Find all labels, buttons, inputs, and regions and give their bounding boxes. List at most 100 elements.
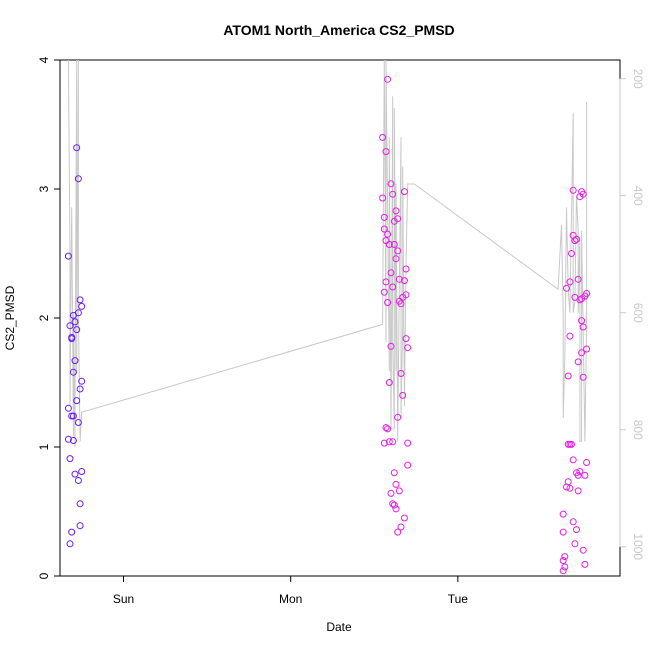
data-point (74, 477, 82, 484)
data-point (390, 469, 398, 477)
data-point (387, 489, 395, 497)
data-point (390, 241, 398, 248)
data-point (74, 309, 82, 317)
data-point (394, 215, 402, 223)
data-point (399, 391, 407, 399)
data-point (559, 510, 567, 518)
data-point (563, 284, 570, 292)
data-point (71, 357, 79, 365)
data-point (561, 553, 569, 561)
data-point (583, 345, 591, 353)
trace-line (67, 59, 588, 448)
data-point (566, 484, 574, 492)
x-axis-label: Date (326, 620, 352, 634)
series-3 (559, 186, 591, 575)
data-point (78, 468, 86, 475)
data-point (576, 468, 584, 475)
data-point (404, 344, 412, 352)
data-point (579, 190, 587, 198)
data-point (76, 385, 84, 393)
data-point (569, 518, 577, 526)
data-point (568, 250, 575, 257)
data-point (578, 349, 586, 357)
y-tick-label: 1 (37, 443, 51, 450)
data-point (581, 471, 589, 479)
data-point (402, 265, 410, 273)
data-point (573, 235, 580, 243)
data-point (574, 471, 582, 479)
data-point (73, 144, 81, 152)
data-point (384, 75, 392, 83)
data-point (564, 478, 572, 486)
data-point (569, 186, 577, 194)
data-point (395, 487, 403, 495)
data-point (71, 470, 79, 478)
data-point (380, 225, 388, 233)
data-point (571, 540, 579, 548)
data-point (573, 526, 580, 534)
data-point (402, 335, 410, 343)
data-point (74, 175, 82, 183)
y-axis-left: 0 1 2 3 4 (37, 56, 60, 579)
data-point (392, 480, 400, 488)
data-point (404, 439, 412, 447)
data-point (394, 528, 402, 536)
data-point (69, 368, 77, 376)
data-point (382, 278, 390, 286)
y-right-tick-label: 1000 (631, 533, 645, 560)
data-point (66, 540, 74, 548)
data-point (387, 180, 395, 188)
data-point (379, 194, 387, 202)
data-point (73, 326, 81, 334)
data-point (68, 335, 76, 343)
data-points-layer (64, 75, 591, 575)
chart-title: ATOM1 North_America CS2_PMSD (223, 22, 454, 38)
data-point (380, 288, 388, 296)
plot-frame (59, 59, 621, 577)
data-point (66, 455, 74, 463)
data-point (69, 437, 77, 444)
data-point (68, 528, 76, 536)
x-tick-label: Tue (448, 592, 469, 606)
data-point (76, 296, 84, 304)
data-point (379, 133, 387, 141)
data-point (385, 241, 393, 248)
data-point (574, 358, 582, 366)
data-point (576, 296, 584, 304)
data-point (76, 500, 84, 508)
data-point (569, 456, 577, 464)
data-point (78, 377, 86, 385)
y-right-tick-label: 600 (631, 303, 645, 323)
data-point (380, 213, 388, 221)
y-tick-label: 4 (37, 56, 51, 63)
data-point (566, 278, 574, 286)
data-point (583, 290, 591, 297)
data-point (400, 188, 408, 196)
series-2 (379, 75, 412, 536)
data-point (392, 255, 400, 263)
data-point (579, 546, 587, 554)
data-point (71, 318, 79, 326)
data-point (394, 413, 402, 421)
y-right-tick-label: 800 (631, 420, 645, 440)
y-axis-label: CS2_PMSD (3, 285, 17, 350)
data-point (385, 379, 393, 386)
y-right-tick-label: 200 (631, 69, 645, 89)
data-point (404, 461, 412, 469)
data-point (583, 459, 591, 466)
data-point (559, 528, 567, 536)
data-point (385, 438, 393, 446)
data-point (73, 397, 81, 405)
data-point (579, 323, 587, 331)
data-point (76, 522, 84, 530)
data-point (579, 373, 587, 381)
x-axis: Sun Mon Tue (113, 576, 468, 606)
y-tick-label: 3 (37, 185, 51, 192)
y-right-tick-label: 400 (631, 186, 645, 206)
data-point (387, 342, 395, 350)
series-1 (64, 144, 86, 548)
data-point (387, 269, 395, 277)
data-point (568, 440, 575, 448)
data-point (382, 148, 390, 156)
